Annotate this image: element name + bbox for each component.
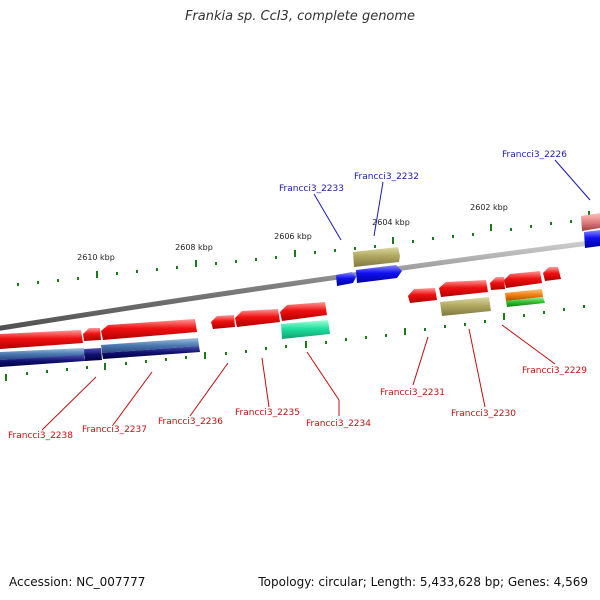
label-francci3-2229: Francci3_2229 — [522, 366, 587, 376]
gene-francci3-2235[interactable] — [280, 302, 327, 321]
gene-red-c[interactable] — [439, 280, 488, 297]
label-francci3-2231: Francci3_2231 — [380, 388, 445, 398]
gene-red-f[interactable] — [543, 267, 561, 281]
upper-tick-row — [17, 211, 590, 286]
label-francci3-2226: Francci3_2226 — [502, 150, 567, 160]
label-francci3-2233: Francci3_2233 — [279, 184, 344, 194]
lower-tick-row — [5, 305, 585, 381]
map-title: Frankia sp. CcI3, complete genome — [184, 9, 416, 24]
gene-francci3-2238[interactable] — [0, 330, 83, 349]
scale-label-2610: 2610 kbp — [77, 253, 115, 262]
scale-label-2606: 2606 kbp — [274, 232, 312, 241]
summary-text: Topology: circular; Length: 5,433,628 bp… — [258, 575, 588, 589]
gene-francci3-2230[interactable] — [440, 297, 491, 316]
gene-francci3-2236[interactable] — [211, 315, 235, 329]
label-francci3-2238: Francci3_2238 — [8, 431, 73, 441]
gene-pink-edge[interactable] — [581, 213, 600, 231]
gene-olive-upper[interactable] — [353, 247, 400, 267]
gene-green-small[interactable] — [506, 297, 545, 307]
gene-red-e[interactable] — [504, 271, 542, 288]
gene-francci3-2232[interactable] — [356, 265, 402, 283]
gene-francci3-2237[interactable] — [101, 319, 197, 340]
gene-francci3-2233[interactable] — [336, 272, 356, 286]
gene-red-d[interactable] — [490, 277, 505, 290]
gene-red-b[interactable] — [235, 309, 280, 327]
red-leader-lines — [41, 324, 556, 431]
gene-navy-left[interactable] — [0, 355, 85, 367]
label-francci3-2234: Francci3_2234 — [306, 419, 371, 429]
gene-francci3-2231[interactable] — [408, 288, 437, 303]
label-francci3-2230: Francci3_2230 — [451, 409, 516, 419]
gene-francci3-2229[interactable] — [505, 289, 543, 301]
label-francci3-2232: Francci3_2232 — [354, 172, 419, 182]
scale-label-2602: 2602 kbp — [470, 203, 508, 212]
gene-steel-right[interactable] — [101, 338, 199, 353]
genome-backbone — [0, 239, 600, 331]
label-francci3-2236: Francci3_2236 — [158, 417, 223, 427]
gene-red-small-a[interactable] — [83, 328, 101, 341]
scale-label-2604: 2604 kbp — [372, 218, 410, 227]
blue-leader-lines — [313, 159, 591, 241]
label-francci3-2235: Francci3_2235 — [235, 408, 300, 418]
scale-label-2608: 2608 kbp — [175, 243, 213, 252]
gene-francci3-2226[interactable] — [584, 230, 600, 248]
accession-text: Accession: NC_007777 — [9, 575, 146, 589]
gene-francci3-2234[interactable] — [281, 320, 330, 339]
gene-navy-right[interactable] — [102, 346, 200, 359]
label-francci3-2237: Francci3_2237 — [82, 425, 147, 435]
gene-navy-small[interactable] — [84, 348, 102, 361]
